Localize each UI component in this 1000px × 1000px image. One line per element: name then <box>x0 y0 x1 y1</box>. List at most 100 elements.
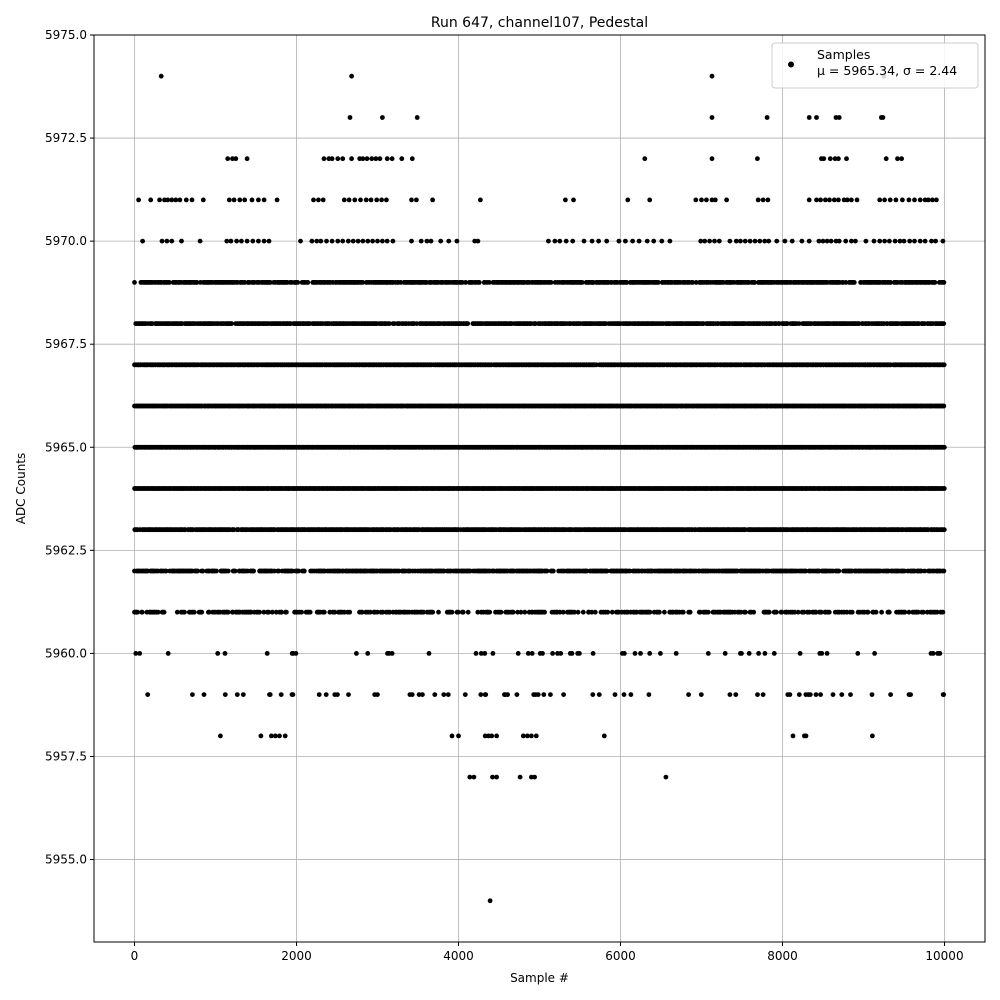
data-point <box>832 156 838 162</box>
data-point <box>563 197 568 203</box>
data-point <box>760 197 766 203</box>
data-point <box>854 197 860 203</box>
data-point <box>282 733 288 739</box>
data-point <box>244 238 250 244</box>
data-point <box>478 197 483 203</box>
data-point <box>882 197 887 203</box>
data-point <box>295 280 301 285</box>
data-point <box>892 238 898 244</box>
data-point <box>169 197 175 203</box>
data-point <box>140 238 146 244</box>
data-point <box>552 238 558 244</box>
data-point <box>258 733 264 739</box>
data-point <box>200 197 206 203</box>
data-point <box>716 238 722 244</box>
data-point <box>355 238 361 244</box>
data-point <box>386 321 392 326</box>
data-point <box>380 115 385 120</box>
data-point <box>169 238 175 244</box>
data-point <box>329 238 335 244</box>
data-point <box>698 238 704 244</box>
data-point <box>932 280 938 285</box>
data-point <box>242 197 248 203</box>
data-point <box>266 238 272 244</box>
data-point <box>430 197 435 203</box>
data-point <box>489 733 495 739</box>
data-point <box>256 238 261 244</box>
data-point <box>165 197 171 203</box>
data-point <box>912 238 917 244</box>
data-point <box>475 238 481 244</box>
data-point <box>309 238 315 244</box>
data-point <box>352 197 358 203</box>
data-point <box>225 156 231 162</box>
data-point <box>471 774 477 780</box>
data-point <box>360 238 366 244</box>
data-point <box>532 774 537 780</box>
data-point <box>906 197 912 203</box>
data-point <box>320 197 326 203</box>
data-point <box>755 197 761 203</box>
data-point <box>752 280 757 285</box>
data-point <box>644 238 650 244</box>
data-point <box>370 238 375 244</box>
data-point <box>517 774 523 780</box>
data-point <box>314 238 320 244</box>
data-point <box>390 238 396 244</box>
data-point <box>836 197 841 203</box>
data-point <box>218 733 223 739</box>
data-point <box>399 156 405 162</box>
data-point <box>814 115 819 120</box>
data-point <box>789 238 795 244</box>
data-point <box>177 197 183 203</box>
data-point <box>900 197 905 203</box>
data-point <box>942 444 947 450</box>
data-point <box>476 280 482 285</box>
data-point <box>179 238 184 244</box>
data-point <box>341 197 347 203</box>
data-point <box>418 238 424 244</box>
data-point <box>409 156 415 162</box>
data-point <box>941 403 947 409</box>
data-point <box>849 238 854 244</box>
data-point <box>261 238 267 244</box>
data-point <box>224 238 230 244</box>
data-point <box>373 156 379 162</box>
data-point <box>409 238 414 244</box>
data-point <box>414 197 419 203</box>
data-point <box>579 280 585 285</box>
data-point <box>318 238 324 244</box>
data-point <box>799 238 805 244</box>
data-point <box>239 238 244 244</box>
data-point <box>414 115 420 120</box>
data-point <box>230 156 235 162</box>
data-point <box>365 238 371 244</box>
data-point <box>249 197 255 203</box>
data-point <box>651 238 657 244</box>
data-point <box>379 197 384 203</box>
data-point <box>228 238 234 244</box>
data-point <box>709 156 715 162</box>
data-point <box>269 733 274 739</box>
data-point <box>796 321 802 326</box>
data-point <box>456 733 461 739</box>
data-point <box>273 733 278 739</box>
data-point <box>616 238 622 244</box>
data-point <box>624 280 629 285</box>
data-point <box>136 197 142 203</box>
data-point <box>940 238 946 244</box>
data-point <box>880 115 886 120</box>
data-point <box>836 156 841 162</box>
data-point <box>752 238 758 244</box>
data-point <box>570 238 576 244</box>
data-point <box>194 280 200 285</box>
data-point <box>655 280 661 285</box>
data-point <box>934 197 939 203</box>
data-point <box>702 238 708 244</box>
data-point <box>747 238 753 244</box>
data-point <box>693 197 699 203</box>
data-point <box>690 280 695 285</box>
data-point <box>738 238 743 244</box>
data-point <box>843 280 849 285</box>
data-point <box>557 238 563 244</box>
